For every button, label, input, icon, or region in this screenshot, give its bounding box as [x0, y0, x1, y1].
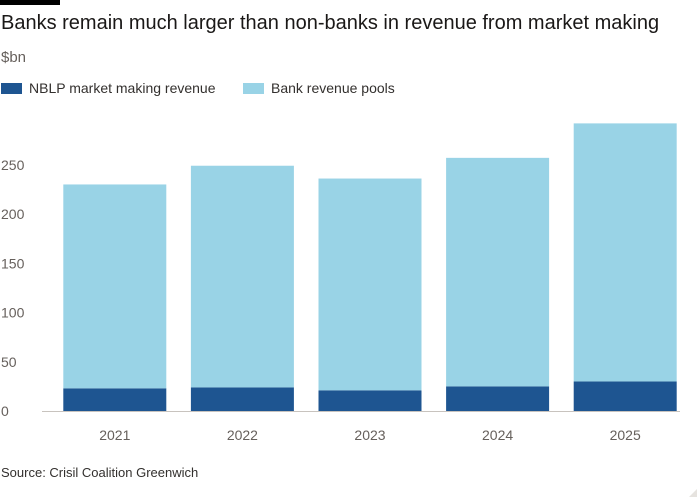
x-tick-label-2023: 2023 [354, 427, 385, 443]
chart-title: Banks remain much larger than non-banks … [1, 12, 660, 34]
bar-nblp-2024 [446, 386, 550, 411]
bar-nblp-2021 [63, 388, 167, 411]
legend-swatch-bank [243, 82, 264, 94]
x-tick-label-2022: 2022 [227, 427, 258, 443]
y-tick-label-50: 50 [1, 354, 17, 370]
x-tick-label-2021: 2021 [99, 427, 130, 443]
x-tick-label-2024: 2024 [482, 427, 513, 443]
y-tick-label-0: 0 [1, 403, 9, 419]
legend-swatch-nblp [1, 82, 22, 94]
resize-corner [689, 489, 697, 497]
bar-nblp-2025 [573, 381, 677, 411]
bar-bank-2024 [446, 157, 550, 387]
bar-nblp-2023 [318, 390, 422, 411]
source-note: Source: Crisil Coalition Greenwich [1, 465, 199, 480]
legend-item-bank: Bank revenue pools [243, 80, 395, 96]
brand-bar [0, 0, 60, 5]
stacked-bar-chart: 0 50 100 150 200 250 2021 2022 2023 2024 2025 [1, 123, 680, 443]
y-tick-label-100: 100 [1, 305, 25, 321]
chart-subtitle: $bn [1, 49, 27, 66]
y-tick-label-200: 200 [1, 206, 25, 222]
y-tick-label-150: 150 [1, 255, 25, 271]
bar-bank-2025 [573, 123, 677, 382]
bar-bank-2022 [190, 165, 294, 388]
legend-label-nblp: NBLP market making revenue [29, 80, 216, 96]
legend-label-bank: Bank revenue pools [271, 80, 395, 96]
bar-bank-2023 [318, 178, 422, 391]
x-tick-label-2025: 2025 [610, 427, 641, 443]
y-tick-label-250: 250 [1, 157, 25, 173]
bar-bank-2021 [63, 184, 167, 389]
bar-nblp-2022 [190, 387, 294, 411]
legend-item-nblp: NBLP market making revenue [1, 80, 216, 96]
